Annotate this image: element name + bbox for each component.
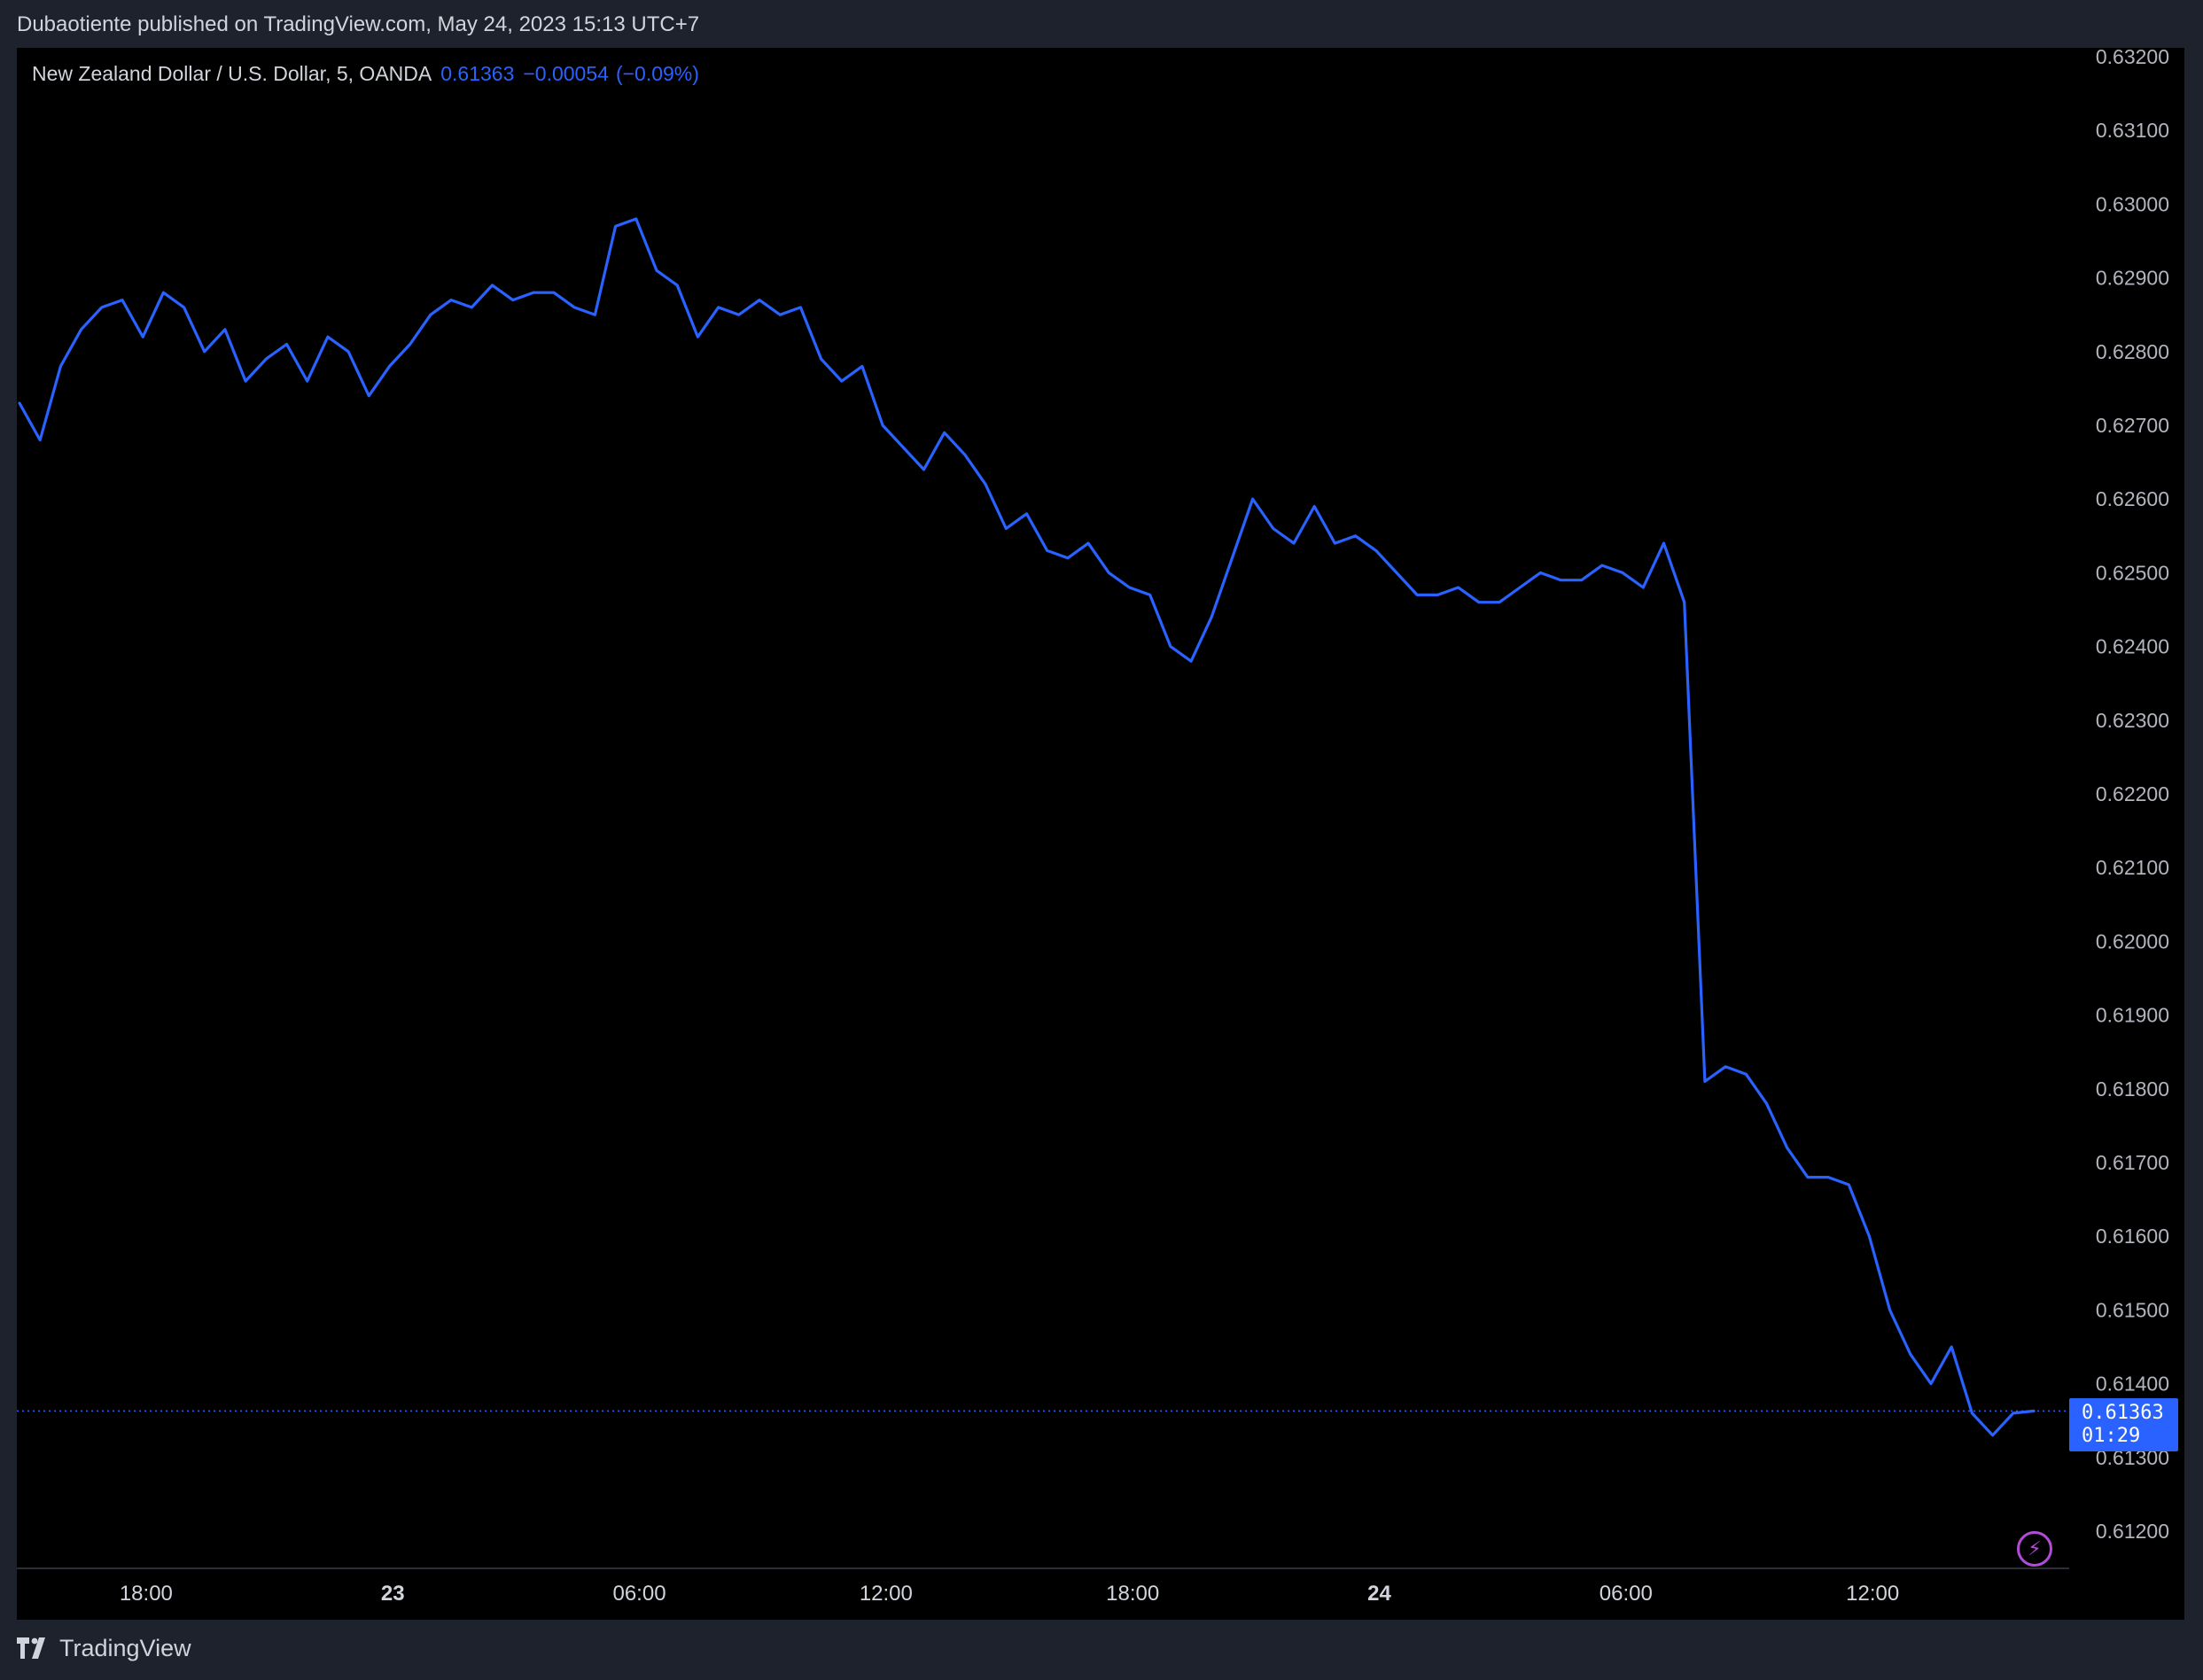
lightning-bolt-icon[interactable]: ⚡: [2017, 1531, 2052, 1567]
y-tick-label: 0.63200: [2096, 45, 2169, 68]
x-tick-label: 12:00: [860, 1582, 913, 1606]
y-tick-label: 0.62000: [2096, 929, 2169, 953]
y-tick-label: 0.61600: [2096, 1225, 2169, 1248]
x-tick-label: 18:00: [120, 1582, 173, 1606]
y-tick-label: 0.62800: [2096, 340, 2169, 363]
legend-last-price: 0.61363: [440, 62, 515, 85]
price-chart[interactable]: 0.63200 0.63100 0.63000 0.62900 0.62800 0.627…: [0, 0, 2203, 1620]
legend-change: −0.00054: [523, 62, 609, 85]
y-tick-label: 0.61800: [2096, 1077, 2169, 1101]
footer-brand[interactable]: TradingView: [17, 1630, 191, 1666]
y-axis[interactable]: 0.63200 0.63100 0.63000 0.62900 0.62800 0.627…: [2096, 45, 2169, 1543]
y-tick-label: 0.62200: [2096, 782, 2169, 805]
chart-pane[interactable]: [17, 48, 2184, 1620]
y-tick-label: 0.63100: [2096, 119, 2169, 142]
y-tick-label: 0.62100: [2096, 856, 2169, 879]
y-tick-label: 0.62500: [2096, 561, 2169, 584]
x-tick-label: 06:00: [612, 1582, 666, 1606]
y-tick-label: 0.62300: [2096, 709, 2169, 732]
footer-brand-label: TradingView: [59, 1634, 191, 1661]
last-price-value: 0.61363: [2082, 1402, 2164, 1424]
publisher-caption: Dubaotiente published on TradingView.com…: [17, 12, 700, 36]
y-tick-label: 0.61900: [2096, 1004, 2169, 1027]
x-axis[interactable]: 18:00 23 06:00 12:00 18:00 24 06:00 12:00: [120, 1582, 1899, 1606]
x-tick-label: 12:00: [1846, 1582, 1899, 1606]
x-tick-label: 23: [381, 1582, 405, 1606]
y-tick-label: 0.62700: [2096, 414, 2169, 437]
y-tick-label: 0.61400: [2096, 1373, 2169, 1396]
x-tick-label: 24: [1367, 1582, 1391, 1606]
y-tick-label: 0.61200: [2096, 1520, 2169, 1543]
tradingview-logo-icon: [17, 1637, 45, 1659]
symbol-legend[interactable]: New Zealand Dollar / U.S. Dollar, 5, OAN…: [32, 62, 699, 86]
y-tick-label: 0.62600: [2096, 487, 2169, 510]
y-tick-label: 0.62400: [2096, 635, 2169, 658]
legend-change-pct: (−0.09%): [615, 62, 699, 85]
x-tick-label: 06:00: [1600, 1582, 1653, 1606]
x-tick-label: 18:00: [1106, 1582, 1159, 1606]
y-tick-label: 0.62900: [2096, 267, 2169, 290]
last-price-label: 0.61363 01:29: [2069, 1398, 2178, 1451]
price-series-line: [18, 217, 2036, 1437]
y-tick-label: 0.63000: [2096, 192, 2169, 215]
legend-symbol: New Zealand Dollar / U.S. Dollar, 5, OAN…: [32, 62, 432, 85]
y-tick-label: 0.61500: [2096, 1298, 2169, 1321]
y-tick-label: 0.61700: [2096, 1151, 2169, 1174]
bar-countdown: 01:29: [2082, 1425, 2141, 1447]
